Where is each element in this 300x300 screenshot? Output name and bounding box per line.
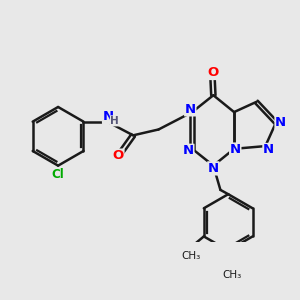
Text: N: N: [103, 110, 114, 124]
Text: N: N: [263, 143, 274, 157]
Text: O: O: [113, 149, 124, 162]
Text: Cl: Cl: [52, 168, 64, 181]
Text: N: N: [230, 143, 241, 156]
Text: N: N: [185, 103, 196, 116]
Text: N: N: [275, 116, 286, 129]
Text: N: N: [208, 162, 219, 175]
Text: H: H: [110, 116, 119, 126]
Text: O: O: [207, 67, 218, 80]
Text: CH₃: CH₃: [182, 251, 201, 261]
Text: CH₃: CH₃: [223, 270, 242, 280]
Text: N: N: [183, 144, 194, 157]
